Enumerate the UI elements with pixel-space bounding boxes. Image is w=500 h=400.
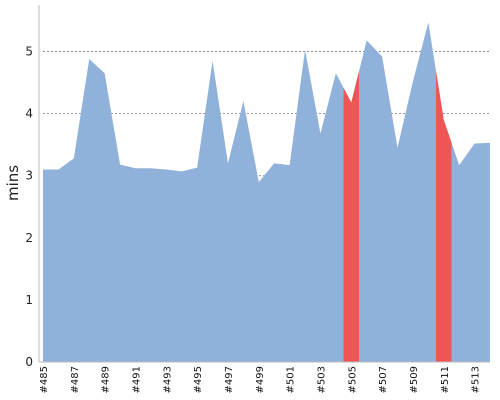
y-tick-labels: 0 1 2 3 4 5	[25, 45, 33, 369]
x-tick-label: #499	[255, 366, 266, 393]
x-tick-label: #505	[347, 366, 358, 393]
x-tick-label: #497	[224, 366, 235, 393]
y-tick-label: 1	[25, 293, 33, 307]
x-tick-label: #493	[162, 366, 173, 393]
y-tick-label: 3	[25, 169, 33, 183]
x-tick-label: #513	[471, 366, 482, 393]
y-axis-label: mins	[4, 165, 22, 201]
failed-build-band-511	[436, 71, 452, 362]
y-tick-label: 2	[25, 231, 33, 245]
x-tick-label: #491	[131, 366, 142, 393]
failed-build-band-505	[343, 71, 359, 362]
x-tick-label: #501	[286, 366, 297, 393]
x-tick-label: #509	[409, 366, 420, 393]
x-tick-label: #511	[440, 366, 451, 393]
duration-area-path	[43, 22, 490, 363]
x-tick-label: #489	[101, 366, 112, 393]
x-tick-label: #487	[70, 366, 81, 393]
x-tick-labels: #485 #487 #489 #491 #493 #495 #497 #499 #501 #503…	[39, 366, 482, 393]
duration-area	[43, 22, 490, 363]
axes	[38, 5, 490, 363]
x-tick-label: #495	[193, 366, 204, 393]
x-tick-label: #485	[39, 366, 50, 393]
y-tick-label: 5	[25, 45, 33, 59]
y-tick-label: 0	[25, 355, 33, 369]
x-tick-label: #503	[316, 366, 327, 393]
failed-build-bands	[343, 71, 452, 362]
y-tick-label: 4	[25, 107, 33, 121]
x-tick-label: #507	[378, 366, 389, 393]
